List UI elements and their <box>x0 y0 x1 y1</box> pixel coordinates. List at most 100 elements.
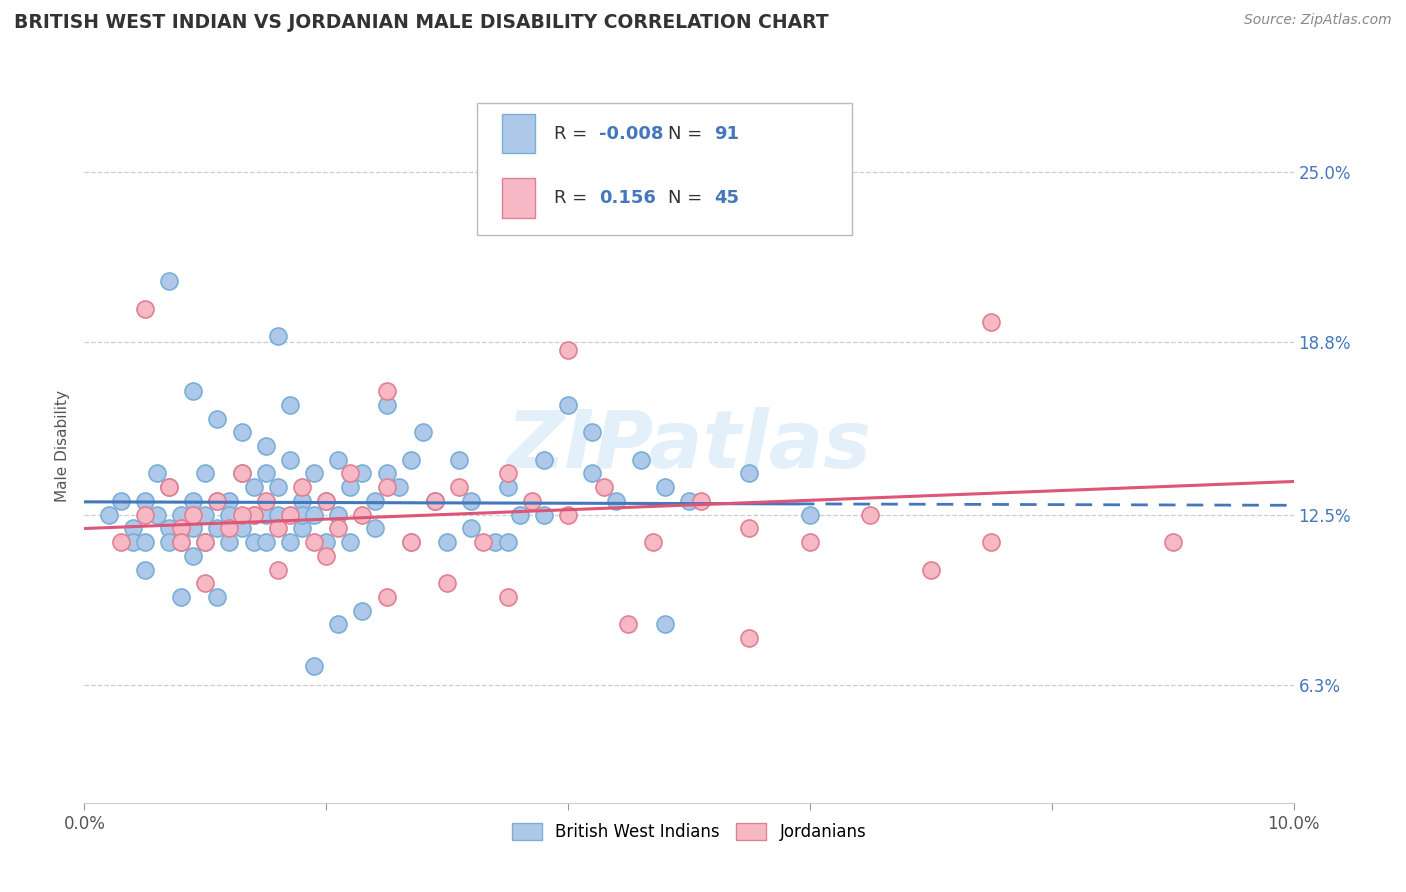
Text: 91: 91 <box>714 125 740 143</box>
Point <box>291 494 314 508</box>
Bar <box>502 114 536 153</box>
Point <box>267 508 290 522</box>
Point <box>449 452 471 467</box>
Point <box>134 494 156 508</box>
Point <box>375 384 398 398</box>
Text: N =: N = <box>668 125 709 143</box>
Point <box>170 590 193 604</box>
Point <box>1161 535 1184 549</box>
Point <box>278 398 301 412</box>
Point <box>157 480 180 494</box>
Point <box>146 467 169 481</box>
Point <box>97 508 120 522</box>
Point <box>254 535 277 549</box>
Point <box>423 494 446 508</box>
Point <box>218 494 240 508</box>
Point <box>242 480 264 494</box>
Point <box>630 452 652 467</box>
Point <box>339 467 361 481</box>
Point <box>328 617 350 632</box>
Point <box>194 535 217 549</box>
Point <box>267 521 290 535</box>
Point <box>654 480 676 494</box>
Point <box>242 508 264 522</box>
Point <box>302 658 325 673</box>
Legend: British West Indians, Jordanians: British West Indians, Jordanians <box>512 822 866 841</box>
Point <box>242 508 264 522</box>
Point <box>157 274 180 288</box>
Point <box>738 631 761 645</box>
Point <box>207 494 229 508</box>
Point <box>496 535 519 549</box>
Point <box>218 535 240 549</box>
Point <box>496 480 519 494</box>
Point <box>194 535 217 549</box>
Point <box>267 329 290 343</box>
Point <box>690 494 713 508</box>
Point <box>194 467 217 481</box>
Point <box>181 508 204 522</box>
Point <box>799 508 821 522</box>
Point <box>496 467 519 481</box>
Point <box>496 590 519 604</box>
Y-axis label: Male Disability: Male Disability <box>55 390 70 502</box>
Point <box>278 452 301 467</box>
Point <box>375 590 398 604</box>
Point <box>315 535 337 549</box>
Point <box>157 521 180 535</box>
Point <box>110 535 132 549</box>
Point <box>231 508 253 522</box>
Point <box>328 521 350 535</box>
Point <box>460 521 482 535</box>
Point <box>231 521 253 535</box>
Point <box>181 494 204 508</box>
Point <box>520 494 543 508</box>
Point <box>194 576 217 591</box>
Point <box>375 398 398 412</box>
Point <box>254 508 277 522</box>
Point <box>207 521 229 535</box>
Text: Source: ZipAtlas.com: Source: ZipAtlas.com <box>1244 13 1392 28</box>
Point <box>375 480 398 494</box>
Point <box>581 425 603 440</box>
Point <box>339 535 361 549</box>
Point <box>388 480 411 494</box>
Point <box>242 535 264 549</box>
Point <box>315 494 337 508</box>
Point <box>980 316 1002 330</box>
Text: ZIPatlas: ZIPatlas <box>506 407 872 485</box>
Point <box>449 480 471 494</box>
Point <box>291 480 314 494</box>
Point <box>278 508 301 522</box>
Point <box>110 494 132 508</box>
Point <box>315 494 337 508</box>
Point <box>738 521 761 535</box>
Point <box>121 535 143 549</box>
Point <box>254 467 277 481</box>
Point <box>412 425 434 440</box>
Point <box>181 384 204 398</box>
Point <box>799 535 821 549</box>
Text: 45: 45 <box>714 189 740 207</box>
Point <box>291 508 314 522</box>
Point <box>170 521 193 535</box>
Point <box>859 508 882 522</box>
Point <box>399 452 422 467</box>
Point <box>267 480 290 494</box>
Point <box>352 604 374 618</box>
Point <box>509 508 531 522</box>
Point <box>920 562 942 576</box>
Point <box>134 562 156 576</box>
Point <box>302 535 325 549</box>
Point <box>207 494 229 508</box>
Point <box>194 508 217 522</box>
Point <box>460 494 482 508</box>
Point <box>328 452 350 467</box>
Point <box>218 508 240 522</box>
Point <box>363 494 385 508</box>
Point <box>134 301 156 316</box>
Point <box>399 535 422 549</box>
Point <box>678 494 700 508</box>
Point <box>181 521 204 535</box>
Point <box>654 617 676 632</box>
